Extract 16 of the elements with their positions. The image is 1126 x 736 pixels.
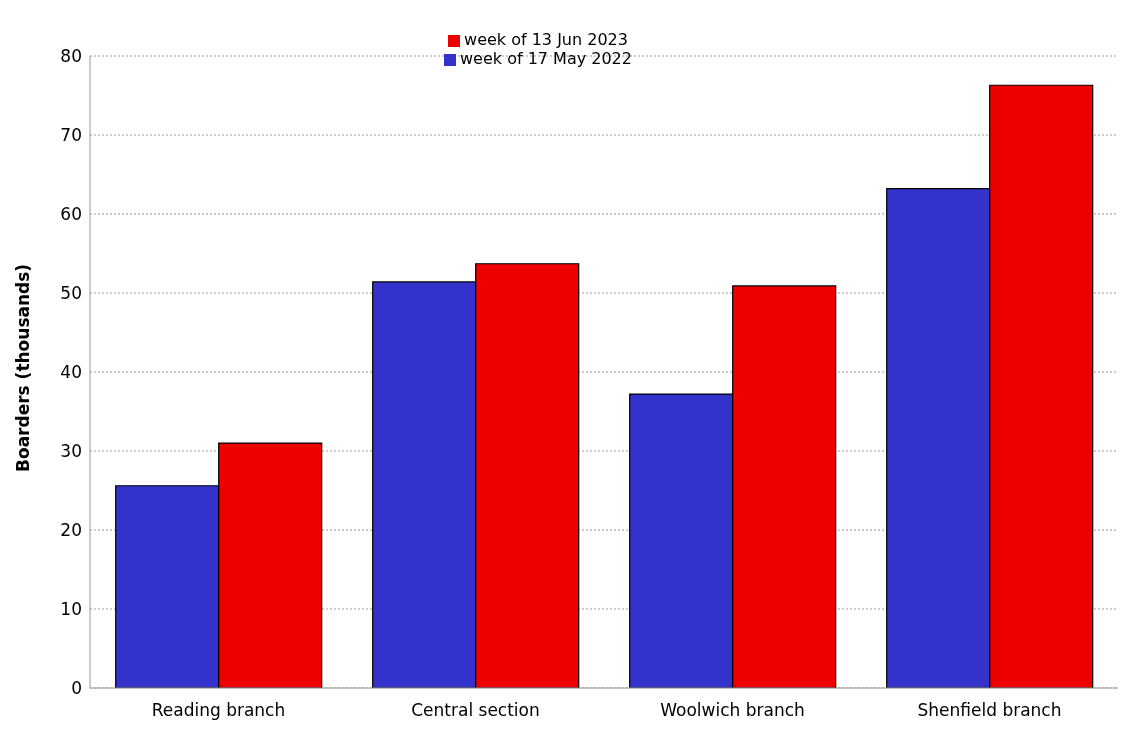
x-tick-label: Woolwich branch (660, 700, 805, 721)
x-tick-label: Reading branch (151, 700, 286, 721)
legend-label: week of 17 May 2022 (460, 49, 632, 68)
legend-label: week of 13 Jun 2023 (464, 30, 628, 49)
x-tick-label: Central section (411, 700, 540, 721)
y-tick-label: 60 (60, 204, 82, 225)
x-tick-label: Shenfield branch (917, 700, 1062, 721)
y-tick-label: 20 (60, 520, 82, 541)
y-tick-label: 10 (60, 599, 82, 620)
y-tick-label: 70 (60, 125, 82, 146)
y-tick-label: 30 (60, 441, 82, 462)
y-tick-label: 40 (60, 362, 82, 383)
y-tick-label: 0 (71, 678, 82, 699)
y-tick-label: 50 (60, 283, 82, 304)
y-axis-title: Boarders (thousands) (13, 263, 34, 472)
y-tick-label: 80 (60, 46, 82, 67)
